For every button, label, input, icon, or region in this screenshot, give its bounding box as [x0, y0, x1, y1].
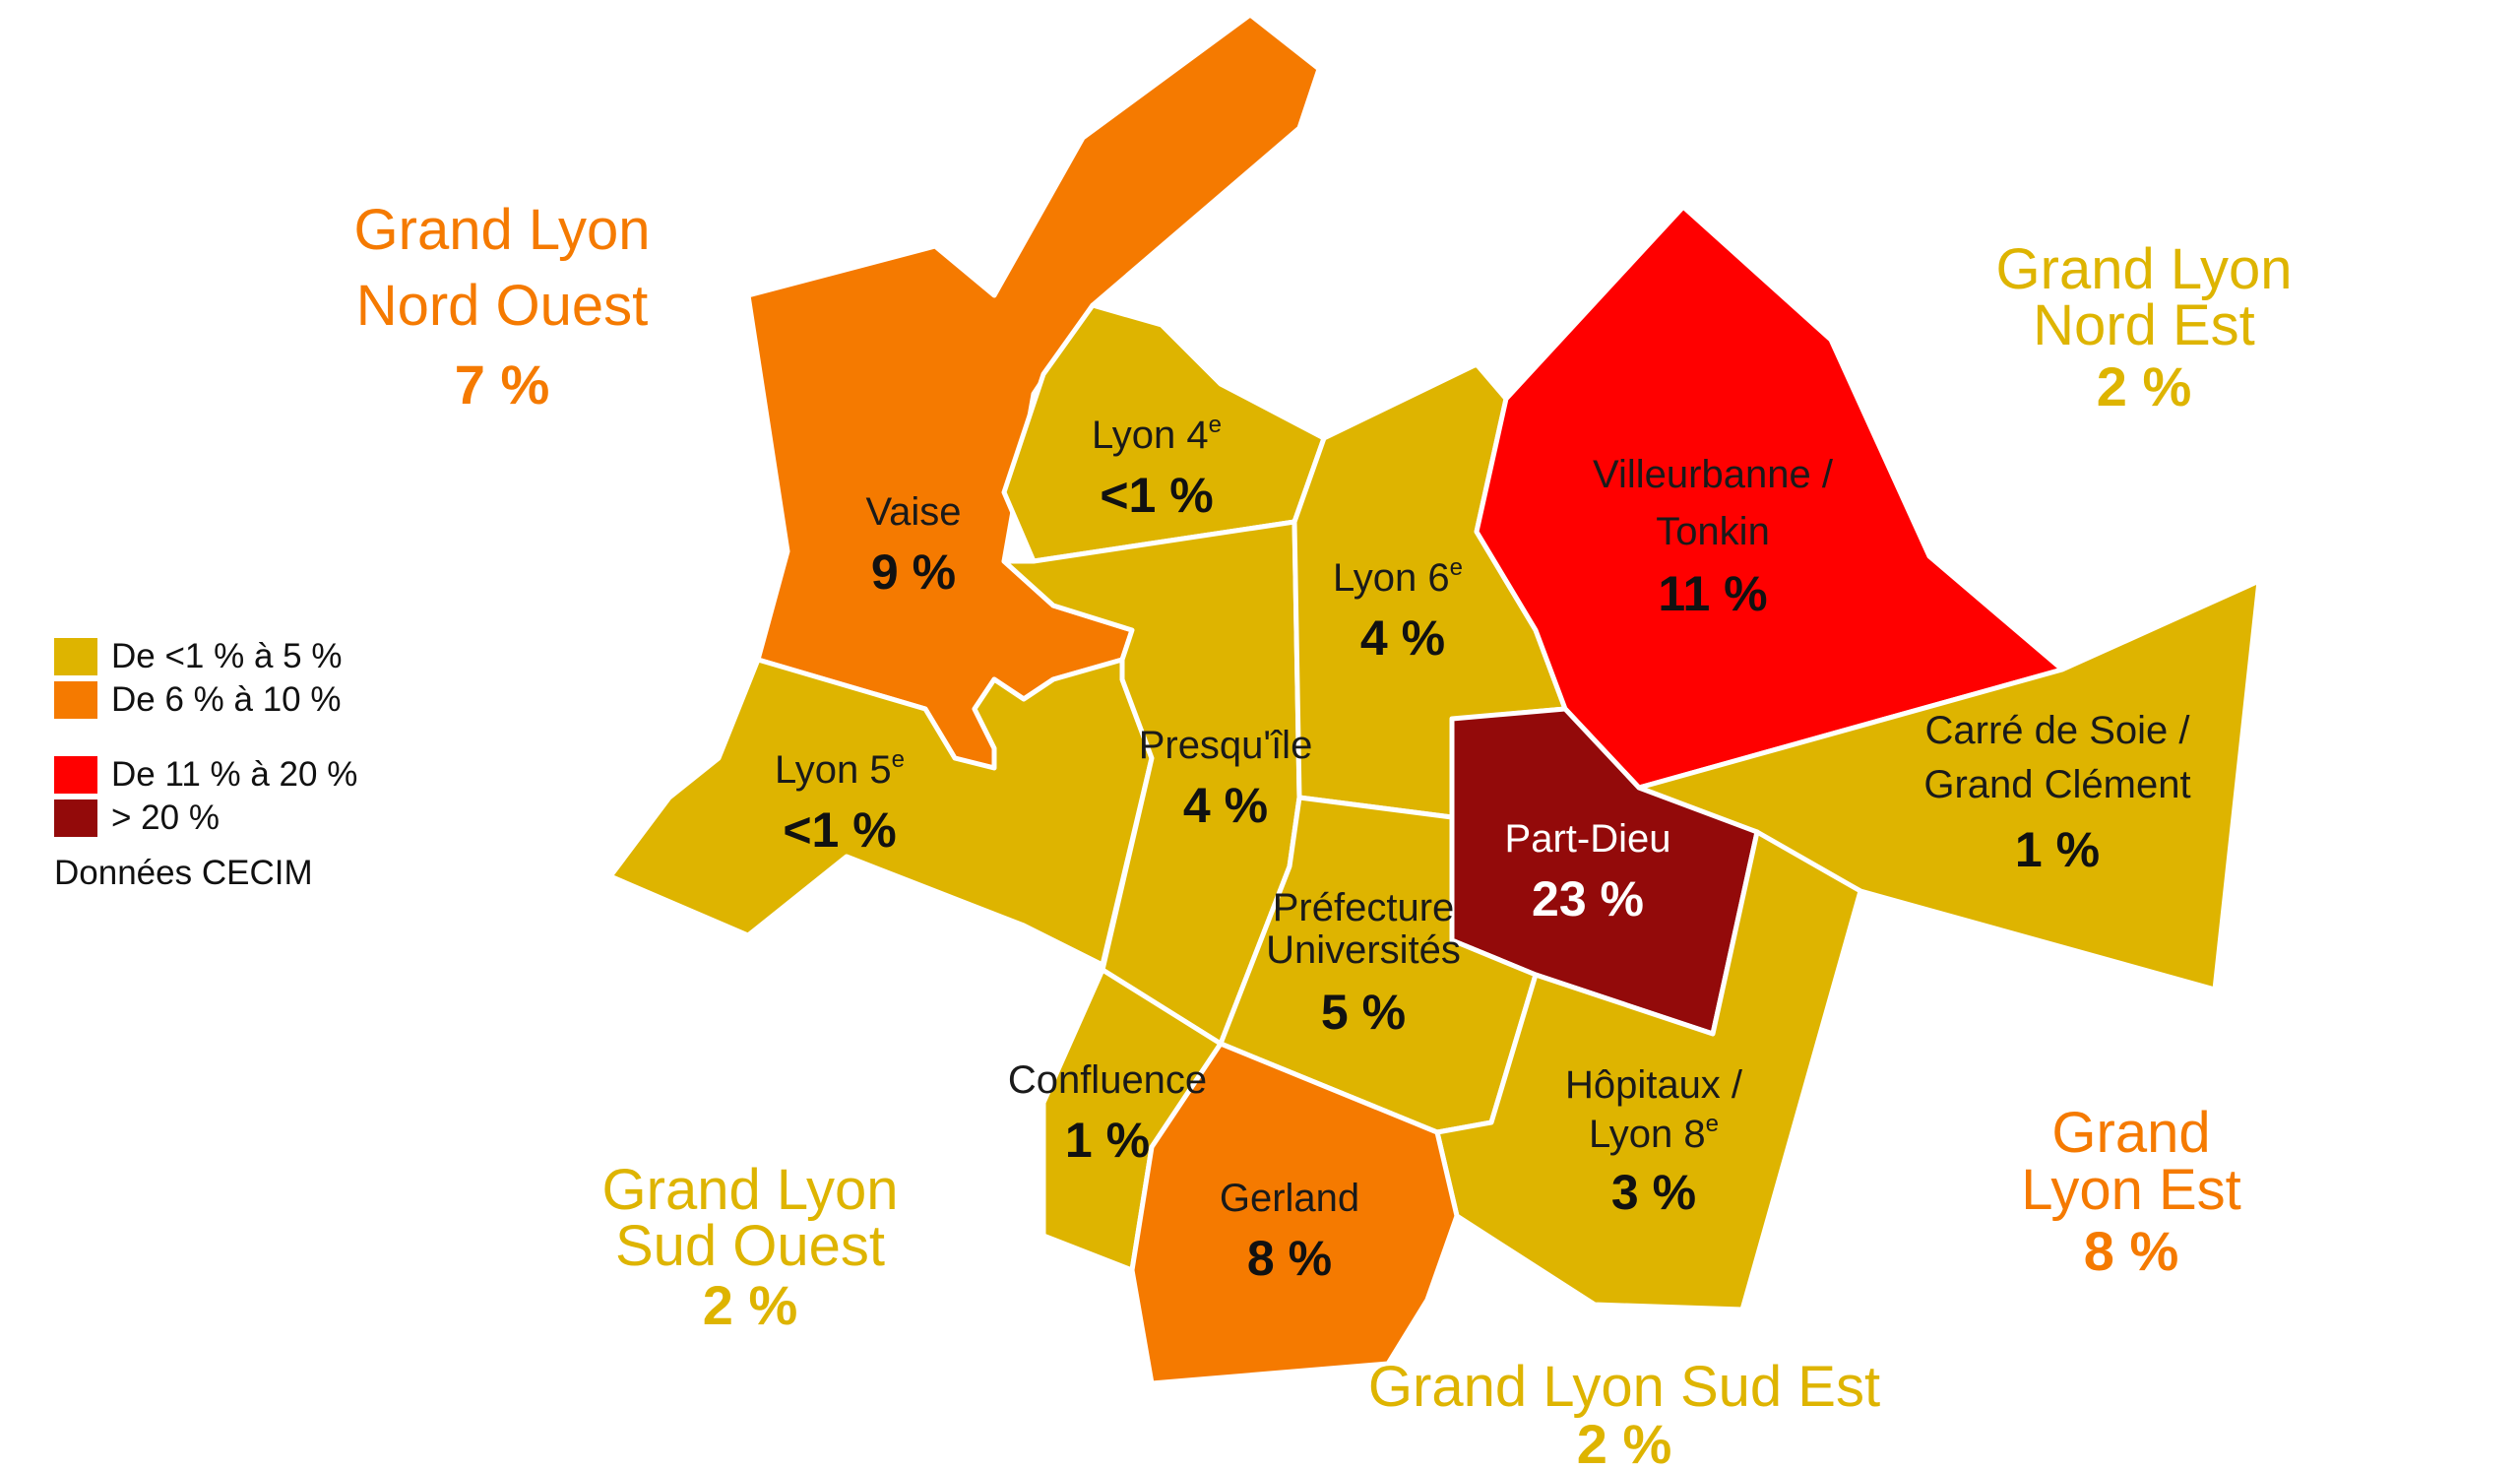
- zone-gerland[interactable]: [1129, 1041, 1460, 1386]
- legend-swatch: [54, 638, 97, 675]
- svg-text:<1 %: <1 %: [1100, 468, 1213, 523]
- svg-text:Lyon 6e: Lyon 6e: [1333, 554, 1463, 600]
- label-lyon-4: Lyon 4e <1 %: [1092, 412, 1222, 523]
- svg-text:Hôpitaux /: Hôpitaux /: [1565, 1063, 1743, 1107]
- svg-text:1 %: 1 %: [1065, 1113, 1150, 1168]
- svg-text:Nord Ouest: Nord Ouest: [356, 274, 649, 338]
- svg-text:Part-Dieu: Part-Dieu: [1505, 817, 1671, 861]
- svg-text:2 %: 2 %: [1577, 1413, 1672, 1470]
- svg-text:1 %: 1 %: [2015, 822, 2100, 877]
- svg-text:Grand Lyon: Grand Lyon: [354, 198, 651, 262]
- svg-text:Grand Lyon: Grand Lyon: [1996, 237, 2293, 301]
- legend-label: De <1 % à 5 %: [111, 637, 343, 675]
- legend-source: Données CECIM: [54, 854, 313, 892]
- outer-grand-lyon-sud-est: Grand Lyon Sud Est 2 %: [1368, 1355, 1880, 1470]
- svg-text:Préfecture: Préfecture: [1273, 886, 1455, 929]
- legend-label: > 20 %: [111, 799, 220, 837]
- legend-swatch: [54, 681, 97, 719]
- svg-text:Gerland: Gerland: [1220, 1177, 1359, 1220]
- label-lyon-5: Lyon 5e <1 %: [775, 746, 905, 858]
- svg-text:Grand: Grand: [2051, 1101, 2210, 1165]
- label-vaise: Vaise 9 %: [865, 490, 961, 600]
- legend-item: > 20 %: [54, 797, 357, 840]
- svg-text:8 %: 8 %: [2084, 1220, 2179, 1282]
- svg-text:Vaise: Vaise: [865, 490, 961, 534]
- label-villeurbanne-tonkin: Villeurbanne / Tonkin 11 %: [1593, 453, 1834, 621]
- svg-text:8 %: 8 %: [1247, 1231, 1332, 1286]
- svg-text:Confluence: Confluence: [1008, 1058, 1207, 1102]
- svg-text:23 %: 23 %: [1532, 871, 1644, 927]
- svg-text:4 %: 4 %: [1360, 610, 1445, 666]
- svg-text:7 %: 7 %: [455, 353, 550, 415]
- outer-grand-lyon-nord-est: Grand Lyon Nord Est 2 %: [1996, 237, 2293, 417]
- svg-text:Lyon 8e: Lyon 8e: [1589, 1111, 1719, 1156]
- label-confluence: Confluence 1 %: [1008, 1058, 1207, 1168]
- label-prefecture-universites: Préfecture Universités 5 %: [1266, 886, 1461, 1040]
- legend-item: De <1 % à 5 %: [54, 635, 357, 678]
- svg-text:Villeurbanne /: Villeurbanne /: [1593, 453, 1834, 496]
- label-presquile: Presqu'île 4 %: [1139, 724, 1313, 833]
- svg-text:<1 %: <1 %: [783, 802, 896, 858]
- outer-grand-lyon-nord-ouest: Grand Lyon Nord Ouest 7 %: [354, 198, 651, 415]
- svg-text:Universités: Universités: [1266, 928, 1461, 972]
- svg-text:Tonkin: Tonkin: [1656, 510, 1770, 553]
- legend-item: De 6 % à 10 %: [54, 678, 357, 722]
- svg-text:9 %: 9 %: [871, 544, 956, 600]
- outer-grand-lyon-est: Grand Lyon Est 8 %: [2021, 1101, 2241, 1282]
- label-hopitaux-lyon-8: Hôpitaux / Lyon 8e 3 %: [1565, 1063, 1743, 1220]
- legend-label: De 11 % à 20 %: [111, 755, 358, 794]
- svg-text:2 %: 2 %: [2097, 355, 2192, 417]
- svg-text:Grand Lyon Sud Est: Grand Lyon Sud Est: [1368, 1355, 1880, 1419]
- svg-text:Sud Ouest: Sud Ouest: [615, 1214, 885, 1278]
- svg-text:2 %: 2 %: [703, 1274, 798, 1336]
- svg-text:Grand Clément: Grand Clément: [1923, 763, 2190, 806]
- label-gerland: Gerland 8 %: [1220, 1177, 1359, 1286]
- legend-item: De 11 % à 20 %: [54, 753, 357, 797]
- svg-text:4 %: 4 %: [1183, 778, 1268, 833]
- label-carre-de-soie: Carré de Soie / Grand Clément 1 %: [1923, 709, 2190, 877]
- legend-label: De 6 % à 10 %: [111, 680, 342, 719]
- legend-swatch: [54, 756, 97, 794]
- svg-text:3 %: 3 %: [1611, 1165, 1696, 1220]
- svg-text:Lyon 4e: Lyon 4e: [1092, 412, 1222, 457]
- svg-text:11 %: 11 %: [1658, 566, 1767, 621]
- svg-text:Lyon 5e: Lyon 5e: [775, 746, 905, 792]
- map-legend: De <1 % à 5 % De 6 % à 10 % De 11 % à 20…: [54, 635, 357, 893]
- label-lyon-6: Lyon 6e 4 %: [1333, 554, 1463, 666]
- svg-text:Presqu'île: Presqu'île: [1139, 724, 1313, 767]
- outer-grand-lyon-sud-ouest: Grand Lyon Sud Ouest 2 %: [602, 1158, 899, 1336]
- svg-text:5 %: 5 %: [1321, 985, 1406, 1040]
- svg-text:Carré de Soie /: Carré de Soie /: [1924, 709, 2190, 752]
- svg-text:Nord Est: Nord Est: [2033, 293, 2255, 357]
- legend-swatch: [54, 799, 97, 837]
- svg-text:Grand Lyon: Grand Lyon: [602, 1158, 899, 1222]
- label-part-dieu: Part-Dieu 23 %: [1505, 817, 1671, 927]
- zone-hopitaux-lyon-8[interactable]: [1434, 829, 1863, 1312]
- svg-text:Lyon Est: Lyon Est: [2021, 1158, 2241, 1222]
